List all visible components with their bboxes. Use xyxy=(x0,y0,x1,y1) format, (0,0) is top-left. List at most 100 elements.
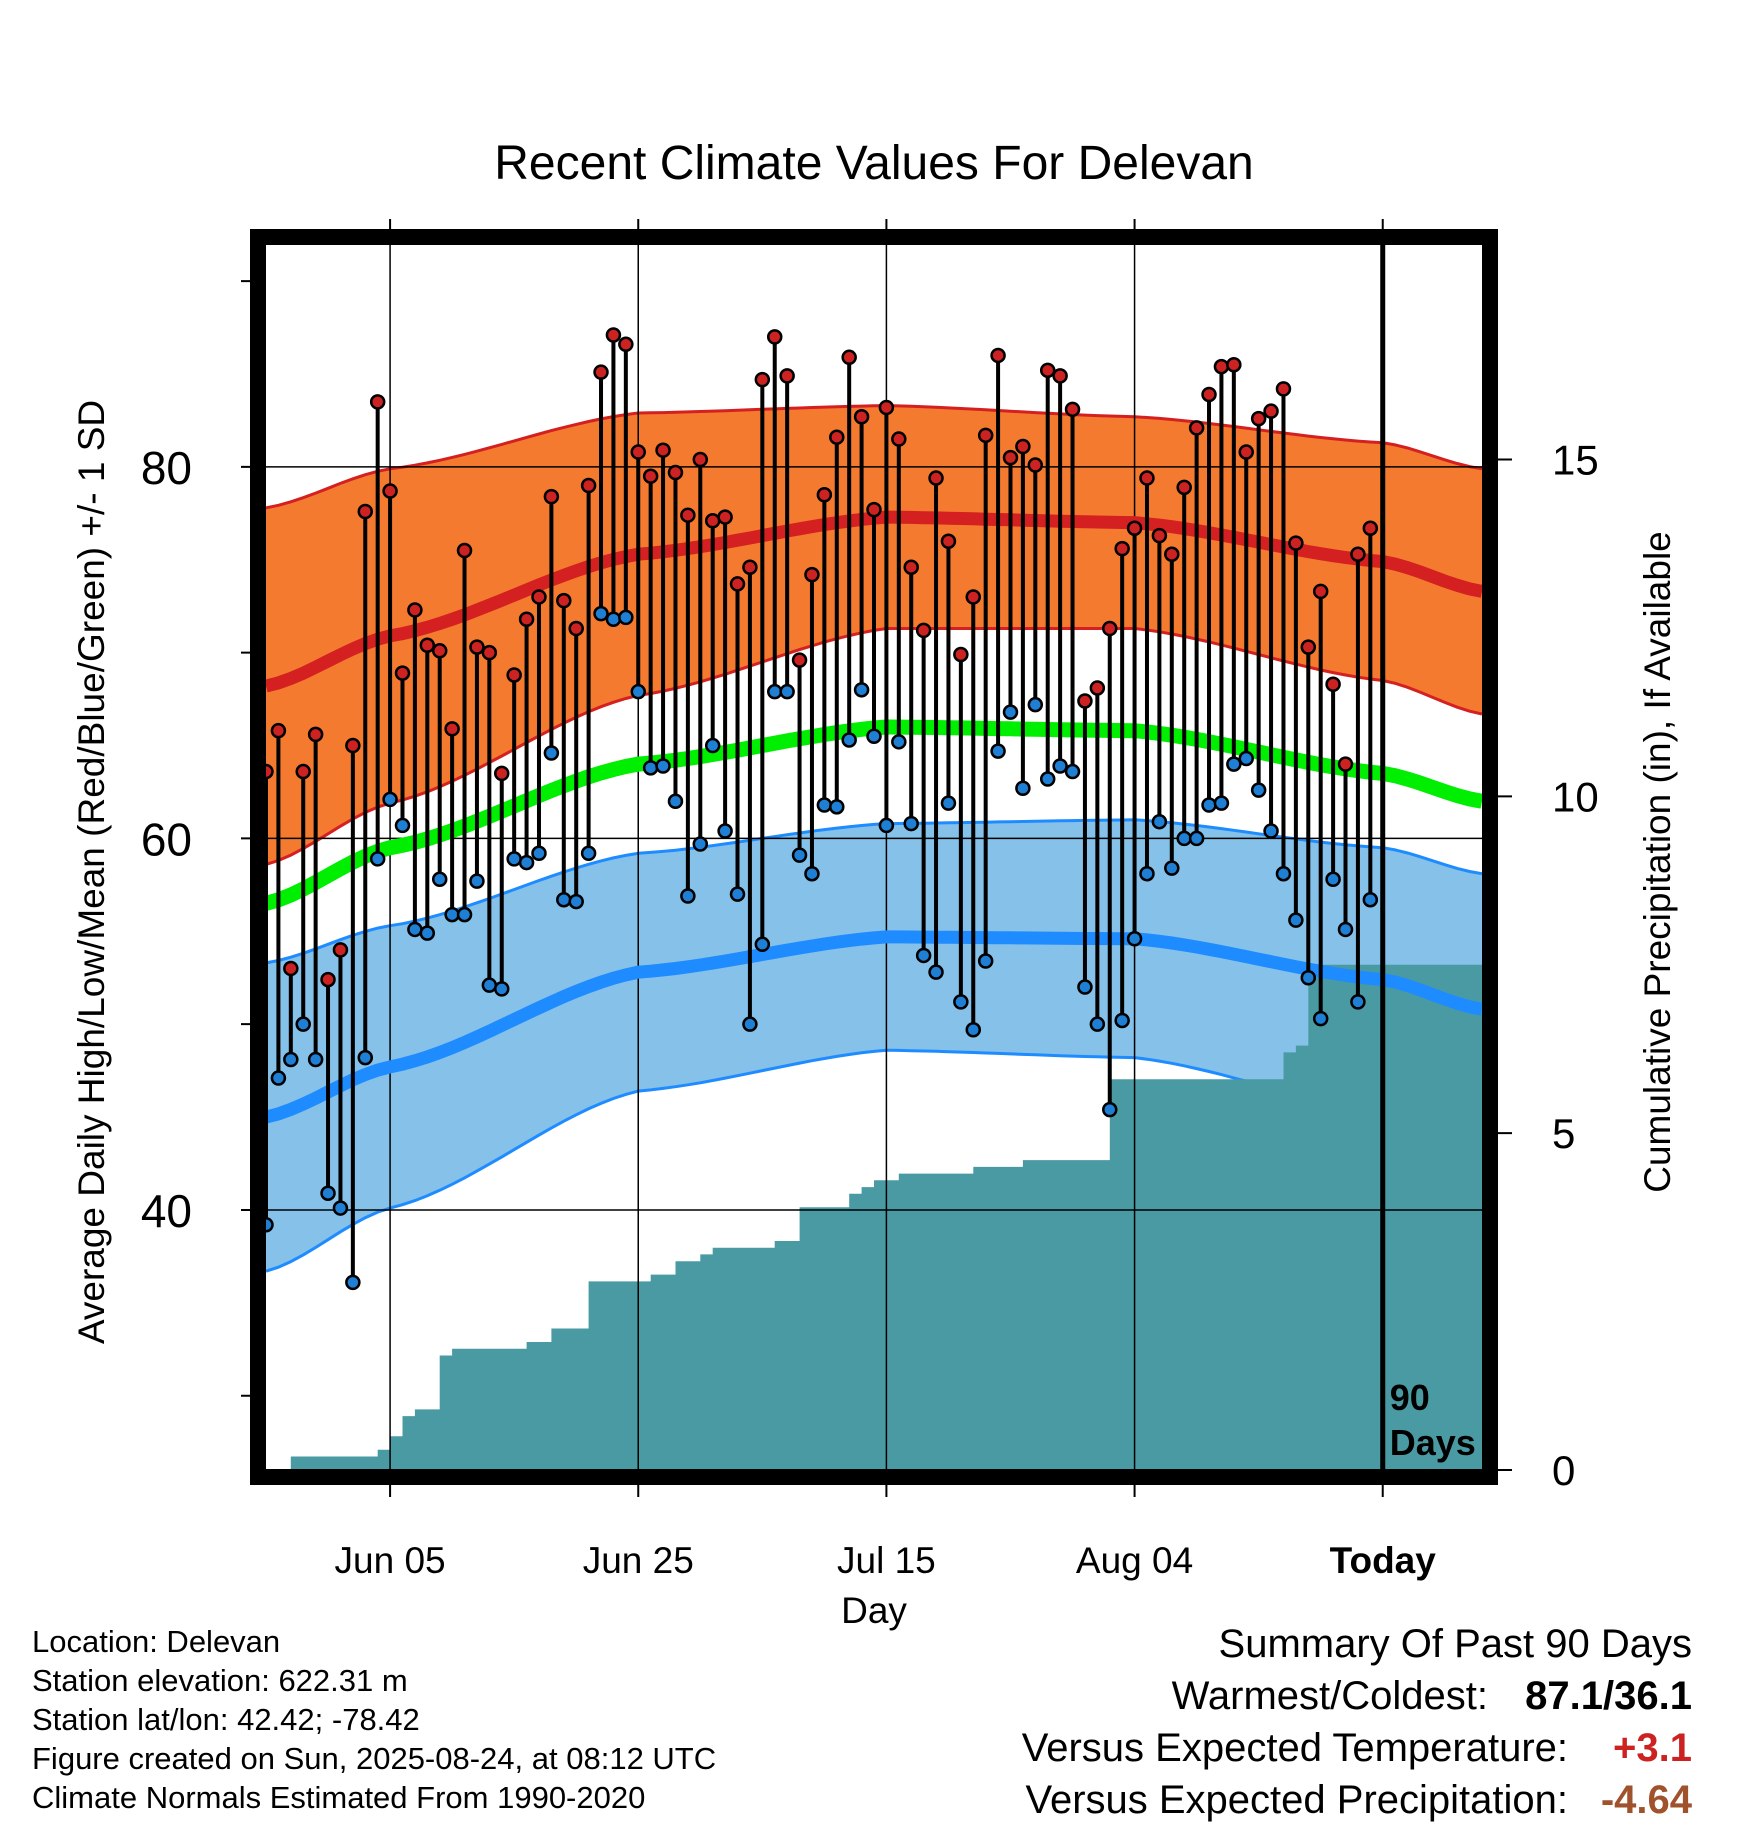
low-point xyxy=(531,845,547,862)
high-point xyxy=(345,737,361,754)
low-point xyxy=(394,817,411,834)
high-point xyxy=(680,507,696,523)
high-point xyxy=(692,451,709,468)
low-point xyxy=(729,886,746,902)
high-point xyxy=(320,971,336,988)
low-point xyxy=(692,836,709,852)
high-point xyxy=(1238,444,1254,460)
low-point xyxy=(1052,758,1068,774)
high-point xyxy=(1176,479,1192,496)
low-point xyxy=(320,1185,336,1201)
high-point xyxy=(1126,520,1143,536)
low-point xyxy=(407,921,423,938)
low-point xyxy=(717,823,733,839)
low-point xyxy=(1151,813,1168,830)
elevation-text: Station elevation: 622.31 m xyxy=(32,1663,408,1698)
high-band-upper-edge xyxy=(265,404,1483,510)
low-point xyxy=(990,743,1006,759)
low-point xyxy=(618,609,634,626)
daily-dots xyxy=(265,327,1379,1291)
low-point xyxy=(1188,830,1205,847)
high-point xyxy=(779,368,795,384)
today-days-label: 90 xyxy=(1390,1377,1430,1418)
high-point xyxy=(1102,620,1118,637)
low-point xyxy=(382,791,398,808)
low-point xyxy=(766,683,783,700)
high-point xyxy=(605,327,622,343)
y-tick-label: 40 xyxy=(141,1185,192,1237)
low-point xyxy=(704,737,721,754)
low-point xyxy=(680,888,696,904)
low-point xyxy=(940,795,957,811)
low-point xyxy=(1102,1101,1118,1118)
low-point xyxy=(1213,795,1230,811)
high-point xyxy=(804,566,820,583)
low-point xyxy=(1238,750,1254,767)
low-point xyxy=(506,851,522,867)
high-point xyxy=(1275,381,1292,397)
high-point xyxy=(1312,583,1329,600)
high-point xyxy=(556,592,572,609)
normals-text: Climate Normals Estimated From 1990-2020 xyxy=(32,1780,646,1815)
warmest-coldest-value: 87.1/36.1 xyxy=(1525,1674,1692,1718)
low-point xyxy=(965,1022,982,1038)
x-tick-label: Aug 04 xyxy=(1076,1540,1193,1581)
temp-departure-row: Versus Expected Temperature: +3.1 xyxy=(1022,1722,1692,1774)
high-point xyxy=(369,394,386,410)
low-point xyxy=(841,732,857,748)
low-point xyxy=(915,947,932,964)
low-point xyxy=(779,683,795,700)
high-point xyxy=(655,442,671,458)
high-point xyxy=(915,622,932,639)
high-point xyxy=(307,726,324,743)
low-point xyxy=(369,851,386,867)
daily-range-stems xyxy=(265,335,1373,1283)
low-point xyxy=(456,906,473,923)
high-point xyxy=(407,602,423,618)
low-point xyxy=(977,953,994,969)
high-point xyxy=(419,637,436,653)
high-point xyxy=(766,329,783,345)
low-point xyxy=(270,1070,287,1086)
low-point xyxy=(742,1016,758,1032)
high-point xyxy=(531,589,547,605)
high-point xyxy=(940,533,957,549)
low-point xyxy=(1114,1012,1130,1029)
low-point xyxy=(630,683,646,700)
high-point xyxy=(1164,546,1180,562)
high-point xyxy=(1064,401,1081,418)
high-point xyxy=(1263,403,1279,419)
low-point xyxy=(1226,756,1242,772)
high-point xyxy=(667,464,684,481)
low-point xyxy=(1288,912,1304,928)
high-point xyxy=(518,611,535,627)
high-point xyxy=(382,483,398,499)
high-point xyxy=(618,336,634,353)
created-text: Figure created on Sun, 2025-08-24, at 08… xyxy=(32,1741,717,1776)
low-point xyxy=(419,925,436,941)
station-info: Location: Delevan Station elevation: 622… xyxy=(32,1622,716,1817)
high-point xyxy=(456,542,473,559)
gridlines xyxy=(266,244,1482,1470)
low-point xyxy=(891,734,907,750)
low-point xyxy=(357,1049,374,1066)
low-point xyxy=(866,728,882,745)
high-point xyxy=(891,431,907,447)
low-point xyxy=(1164,860,1180,876)
high-temperature-sd-band xyxy=(266,405,1482,865)
high-point xyxy=(481,644,498,661)
high-point xyxy=(1139,470,1155,486)
high-point xyxy=(841,349,857,366)
precip-departure-value: -4.64 xyxy=(1600,1778,1692,1822)
high-point xyxy=(1288,535,1304,551)
temp-departure-label: Versus Expected Temperature: xyxy=(1021,1726,1568,1770)
high-point xyxy=(543,488,560,505)
low-point xyxy=(543,745,560,761)
y-tick-label: 60 xyxy=(141,813,192,865)
warmest-coldest-row: Warmest/Coldest: 87.1/36.1 xyxy=(1022,1670,1692,1722)
high-point xyxy=(1226,356,1242,373)
low-point xyxy=(283,1051,299,1068)
high-point xyxy=(1039,362,1056,379)
high-point xyxy=(928,470,944,486)
low-point xyxy=(593,605,609,622)
